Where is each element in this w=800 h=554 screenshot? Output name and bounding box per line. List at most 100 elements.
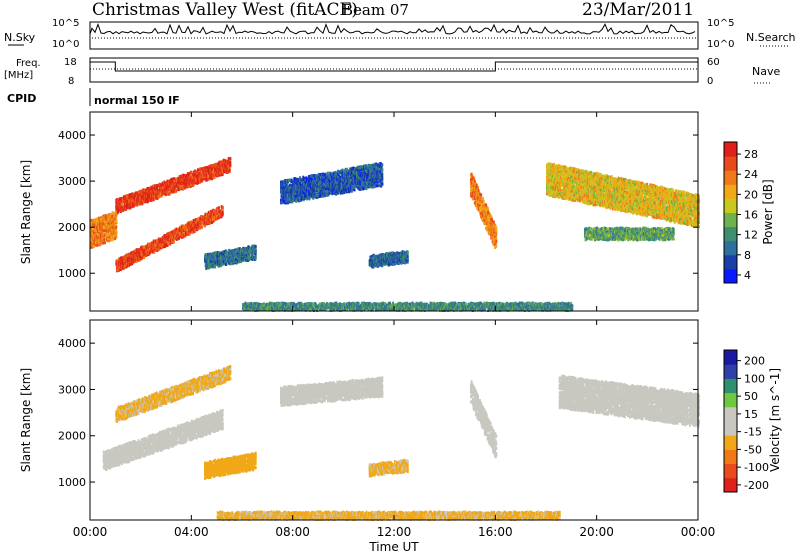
power-cell — [207, 261, 210, 265]
power-cell — [215, 251, 218, 255]
power-cell — [291, 186, 294, 190]
power-cell — [204, 224, 206, 228]
power-cell — [281, 200, 284, 204]
power-cell — [479, 199, 482, 203]
power-feature-patch-3000 — [280, 161, 384, 205]
power-cell — [477, 189, 480, 193]
power-cell — [381, 167, 384, 171]
power-cell — [335, 173, 338, 176]
power-cell — [221, 210, 224, 214]
power-cell — [280, 180, 282, 184]
power-cell — [307, 195, 310, 199]
power-cell — [154, 189, 157, 193]
power-cell — [361, 165, 364, 169]
power-cell — [90, 242, 92, 246]
power-cell — [251, 244, 254, 248]
power-cell — [175, 227, 178, 231]
power-cell — [473, 196, 476, 200]
power-cell — [150, 241, 153, 245]
power-cell — [154, 187, 157, 191]
power-cell — [143, 256, 146, 259]
power-cell — [548, 183, 551, 187]
power-cell — [143, 245, 146, 249]
power-cell — [196, 175, 199, 179]
power-cell — [315, 196, 318, 200]
power-cell — [304, 179, 307, 183]
nsky-tick-bottom: 10^0 — [52, 39, 79, 50]
power-cell — [549, 178, 552, 181]
power-cell — [236, 247, 239, 251]
power-cell — [549, 175, 552, 179]
power-feature-patch-1300 — [368, 250, 409, 269]
nave-tick-bottom: 0 — [707, 76, 713, 87]
power-cell — [216, 162, 219, 166]
power-cell — [102, 235, 104, 238]
power-cell — [471, 174, 474, 178]
power-cell — [373, 167, 376, 171]
power-cell — [332, 171, 335, 175]
power-cell — [127, 196, 130, 200]
power-cell — [103, 220, 106, 224]
power-cell — [167, 189, 170, 193]
power-cell — [318, 172, 320, 176]
power-cell — [97, 236, 99, 240]
power-cell — [194, 229, 197, 233]
power-cell — [406, 250, 409, 254]
power-cell — [190, 220, 193, 224]
power-cell — [156, 248, 159, 252]
power-cell — [376, 173, 379, 177]
power-cell — [220, 258, 223, 261]
power-cell — [200, 167, 203, 171]
power-cell — [117, 205, 120, 209]
power-cell — [471, 191, 474, 195]
power-cell — [107, 213, 110, 217]
power-cell — [297, 177, 300, 181]
power-cell — [232, 249, 235, 252]
power-cell — [495, 244, 498, 248]
power-cell — [492, 227, 495, 231]
power-cell — [158, 194, 161, 198]
power-cell — [221, 208, 224, 212]
power-cell — [297, 195, 300, 198]
power-cell — [128, 252, 130, 256]
power-cell — [109, 213, 112, 217]
power-cell — [179, 181, 182, 185]
power-cell — [97, 225, 100, 229]
nsearch-label: N.Search — [746, 31, 796, 44]
power-cell — [546, 182, 549, 185]
power-cell — [288, 191, 291, 194]
power-cell — [492, 237, 495, 241]
power-cell — [141, 248, 144, 251]
date-label: 23/Mar/2011 — [582, 0, 694, 20]
power-cell — [330, 188, 333, 192]
power-cell — [178, 230, 181, 234]
power-cell — [120, 203, 123, 207]
power-cell — [474, 194, 477, 198]
power-cell — [295, 191, 298, 195]
nsky-tick-top: 10^5 — [52, 18, 79, 29]
power-cell — [547, 166, 550, 170]
power-cell — [90, 224, 92, 228]
power-cell — [345, 167, 348, 171]
power-cell — [248, 258, 251, 261]
power-cell — [183, 232, 186, 236]
power-cell — [197, 180, 199, 184]
power-cell — [114, 236, 117, 240]
power-cell — [102, 224, 105, 228]
power-cell — [288, 194, 291, 198]
power-cell — [297, 186, 300, 190]
power-cell — [309, 177, 312, 181]
power-cell — [115, 213, 118, 217]
power-cell — [107, 215, 110, 219]
power-cell — [101, 239, 104, 243]
nsky-trace — [89, 23, 696, 47]
power-cell — [406, 260, 409, 264]
power-cell — [173, 177, 176, 181]
power-cell — [305, 176, 308, 180]
power-cell — [290, 183, 293, 187]
power-cell — [221, 205, 224, 209]
power-cell — [99, 232, 102, 235]
power-cell — [136, 251, 139, 254]
power-cell — [169, 242, 172, 246]
power-cell — [226, 255, 229, 259]
